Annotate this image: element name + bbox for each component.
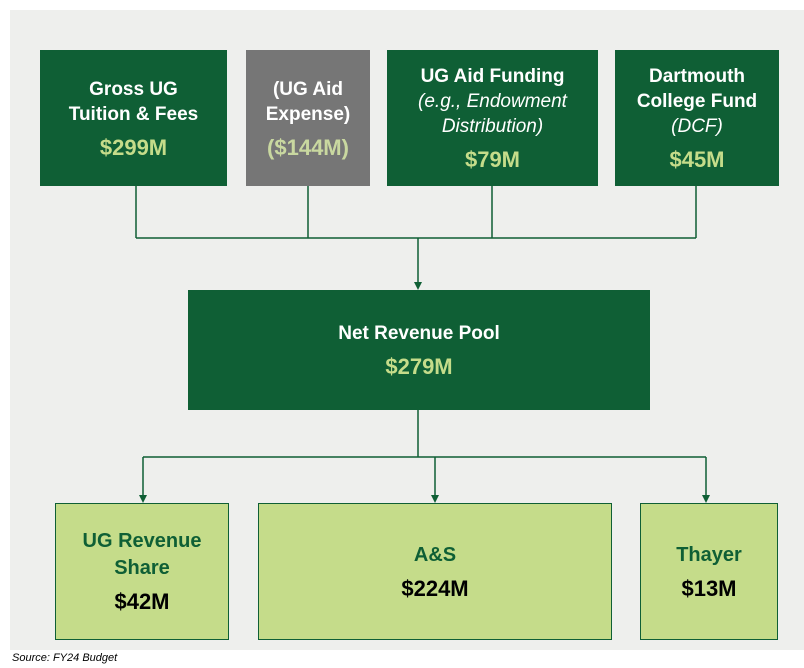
- node-box: Thayer $13M: [640, 503, 778, 640]
- node-label: UG Aid Funding: [420, 66, 565, 87]
- node-amount: $279M: [385, 354, 453, 379]
- node-note: (DCF): [671, 116, 723, 137]
- node-box: (UG Aid Expense) ($144M): [246, 50, 370, 186]
- node-box: UG Revenue Share $42M: [55, 503, 229, 640]
- node-note: Distribution): [441, 116, 544, 137]
- node-box: UG Aid Funding (e.g., Endowment Distributi…: [387, 50, 598, 186]
- node-label: Net Revenue Pool: [338, 323, 500, 344]
- node-label: Gross UG: [89, 78, 178, 100]
- node-box: Dartmouth College Fund (DCF) $45M: [615, 50, 779, 186]
- node-label: Tuition & Fees: [68, 103, 199, 125]
- node-label: (UG Aid: [272, 78, 343, 100]
- node-label: Thayer: [676, 543, 742, 566]
- node-label: Dartmouth: [648, 66, 746, 87]
- node-note: (e.g., Endowment: [418, 91, 567, 112]
- source-note: Source: FY24 Budget: [12, 652, 118, 664]
- node-amount: $45M: [669, 147, 725, 172]
- node-box: A&S $224M: [258, 503, 612, 640]
- node-amount: $299M: [99, 134, 168, 160]
- node-amount: $224M: [401, 575, 469, 601]
- node-label: College Fund: [636, 91, 758, 112]
- node-box: Net Revenue Pool $279M: [188, 290, 650, 410]
- node-label: Expense): [265, 103, 351, 125]
- connector-lines: [135, 186, 710, 503]
- node-amount: $79M: [464, 147, 521, 172]
- node-label: A&S: [413, 543, 457, 566]
- node-amount: ($144M): [267, 134, 349, 160]
- node-amount: $42M: [114, 589, 170, 614]
- node-label: UG Revenue: [82, 530, 202, 552]
- node-box: Gross UG Tuition & Fees $299M: [40, 50, 227, 186]
- split-lines: [143, 410, 706, 458]
- node-label: Share: [114, 557, 170, 579]
- merge-lines: [135, 186, 697, 239]
- node-amount: $13M: [681, 575, 737, 601]
